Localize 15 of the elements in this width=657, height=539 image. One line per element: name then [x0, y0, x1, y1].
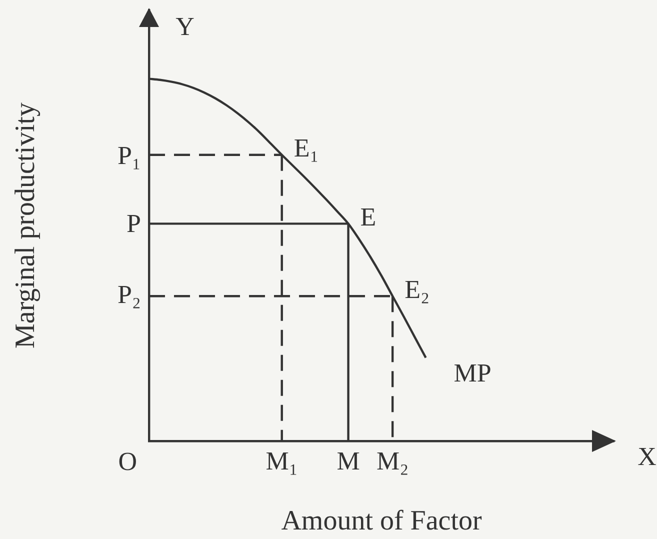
- text: P: [126, 208, 141, 238]
- series-label: MP: [454, 358, 492, 388]
- y-axis-title: Marginal productivity: [10, 102, 42, 348]
- annotation: E: [360, 202, 376, 232]
- text: P₂: [117, 280, 141, 309]
- x-axis-title: Amount of Factor: [281, 506, 482, 537]
- text: Y: [176, 12, 195, 41]
- x-tick-label: M₂: [376, 446, 409, 476]
- text: O: [118, 446, 137, 476]
- text: P₁: [117, 140, 141, 170]
- x-tick-label: M: [336, 446, 360, 476]
- text: X: [638, 442, 657, 471]
- annotation: E₂: [404, 274, 430, 304]
- x-tick-label: M₁: [266, 446, 298, 476]
- annotation: E₁: [294, 134, 319, 163]
